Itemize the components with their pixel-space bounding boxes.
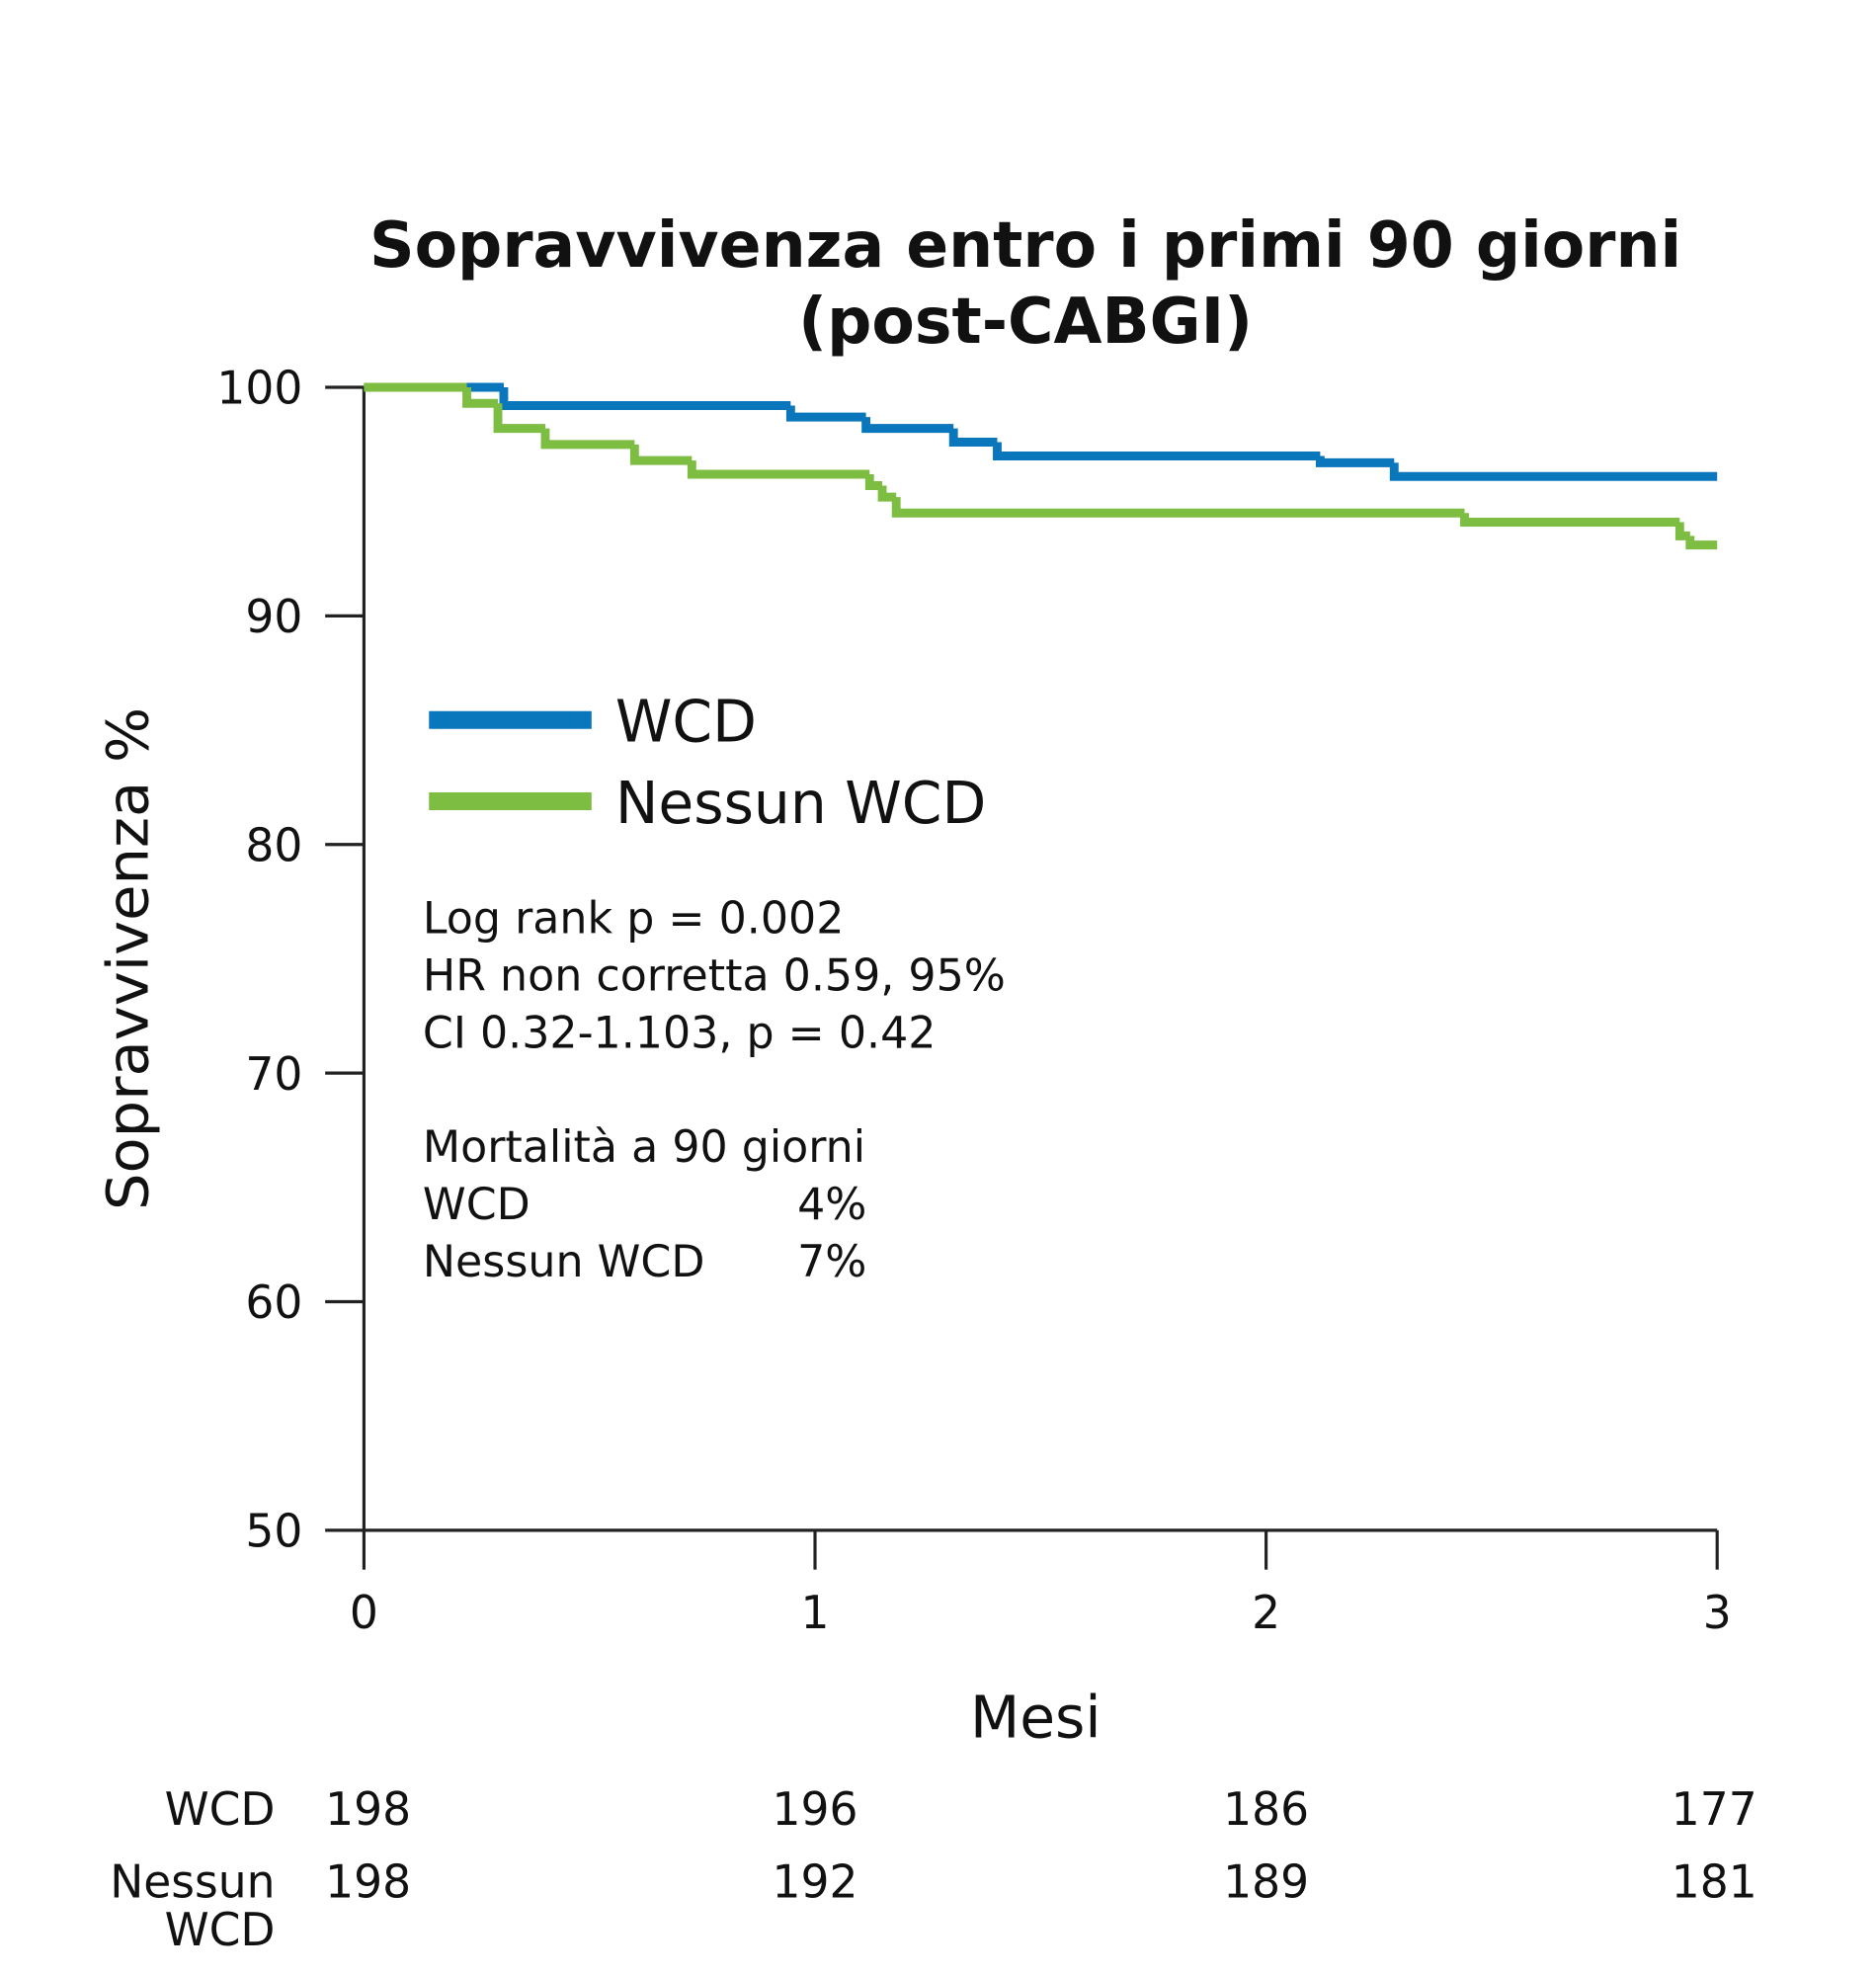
survival-step <box>687 460 870 479</box>
y-tick-label: 60 <box>245 1276 302 1329</box>
survival-step <box>462 387 499 408</box>
mortality-value: 4% <box>797 1179 866 1230</box>
survival-step <box>785 405 866 422</box>
survival-step <box>1315 455 1395 467</box>
annotation: HR non corretta 0.59, 95% <box>423 949 1006 1001</box>
x-tick-label: 1 <box>801 1585 830 1638</box>
survival-step <box>540 428 635 450</box>
chart-title: Sopravvivenza entro i primi 90 giorni <box>369 208 1681 283</box>
at-risk-label: WCD <box>165 1903 276 1956</box>
at-risk-count: 196 <box>773 1782 858 1836</box>
survival-step <box>948 428 998 448</box>
x-axis-label: Mesi <box>970 1684 1101 1752</box>
annotation: Log rank p = 0.002 <box>423 892 844 944</box>
mortality-group: Nessun WCD <box>423 1235 705 1286</box>
at-risk-label: WCD <box>165 1782 276 1836</box>
survival-step <box>993 442 1321 460</box>
mortality-group: WCD <box>423 1179 530 1230</box>
at-risk-count: 181 <box>1672 1854 1757 1908</box>
y-tick-label: 70 <box>245 1047 302 1101</box>
mortality-header: Mortalità a 90 giorni <box>423 1121 865 1173</box>
survival-step <box>493 403 545 434</box>
chart-title: (post-CABGI) <box>798 286 1253 360</box>
y-tick-label: 50 <box>245 1504 302 1557</box>
survival-step <box>861 417 954 434</box>
survival-step <box>1460 513 1680 528</box>
survival-step <box>1674 522 1690 540</box>
survival-step <box>1685 535 1718 550</box>
survival-step <box>499 387 791 411</box>
y-axis-label: Sopravvivenza % <box>95 707 161 1210</box>
legend-label: WCD <box>615 688 757 756</box>
at-risk-label: Nessun <box>110 1854 275 1908</box>
y-tick-label: 100 <box>216 361 302 414</box>
at-risk-count: 177 <box>1672 1782 1757 1836</box>
at-risk-count: 198 <box>325 1854 411 1908</box>
at-risk-count: 186 <box>1223 1782 1309 1836</box>
at-risk-count: 189 <box>1223 1854 1309 1908</box>
mortality-value: 7% <box>797 1235 866 1286</box>
survival-step <box>629 444 693 465</box>
x-tick-label: 2 <box>1252 1585 1280 1638</box>
survival-step <box>891 497 1465 518</box>
x-tick-label: 3 <box>1703 1585 1732 1638</box>
legend-label: Nessun WCD <box>615 769 986 837</box>
survival-step <box>864 473 883 491</box>
y-tick-label: 80 <box>245 818 302 871</box>
y-tick-label: 90 <box>245 590 302 643</box>
annotation: CI 0.32-1.103, p = 0.42 <box>423 1007 937 1058</box>
x-tick-label: 0 <box>350 1585 378 1638</box>
survival-step <box>1389 462 1718 481</box>
at-risk-count: 198 <box>325 1782 411 1836</box>
survival-step <box>877 485 897 502</box>
at-risk-count: 192 <box>773 1854 858 1908</box>
